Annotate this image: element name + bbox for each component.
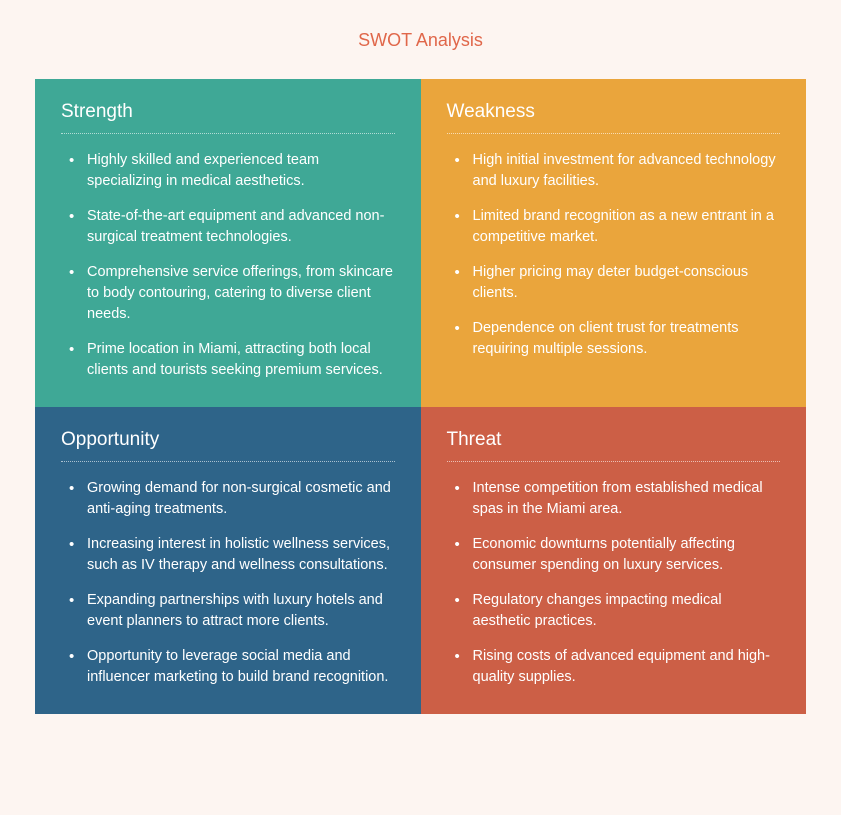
opportunity-heading: Opportunity bbox=[61, 429, 395, 462]
strength-list: Highly skilled and experienced team spec… bbox=[61, 150, 395, 381]
list-item: Rising costs of advanced equipment and h… bbox=[455, 646, 781, 688]
list-item: Opportunity to leverage social media and… bbox=[69, 646, 395, 688]
list-item: High initial investment for advanced tec… bbox=[455, 150, 781, 192]
list-item: Prime location in Miami, attracting both… bbox=[69, 339, 395, 381]
list-item: Limited brand recognition as a new entra… bbox=[455, 206, 781, 248]
threat-list: Intense competition from established med… bbox=[447, 478, 781, 688]
weakness-heading: Weakness bbox=[447, 101, 781, 134]
list-item: Expanding partnerships with luxury hotel… bbox=[69, 590, 395, 632]
list-item: Dependence on client trust for treatment… bbox=[455, 318, 781, 360]
list-item: Regulatory changes impacting medical aes… bbox=[455, 590, 781, 632]
opportunity-list: Growing demand for non-surgical cosmetic… bbox=[61, 478, 395, 688]
threat-heading: Threat bbox=[447, 429, 781, 462]
list-item: State-of-the-art equipment and advanced … bbox=[69, 206, 395, 248]
quadrant-strength: Strength Highly skilled and experienced … bbox=[35, 79, 421, 407]
quadrant-weakness: Weakness High initial investment for adv… bbox=[421, 79, 807, 407]
list-item: Economic downturns potentially affecting… bbox=[455, 534, 781, 576]
list-item: Comprehensive service offerings, from sk… bbox=[69, 262, 395, 325]
quadrant-threat: Threat Intense competition from establis… bbox=[421, 407, 807, 714]
list-item: Growing demand for non-surgical cosmetic… bbox=[69, 478, 395, 520]
strength-heading: Strength bbox=[61, 101, 395, 134]
weakness-list: High initial investment for advanced tec… bbox=[447, 150, 781, 360]
list-item: Increasing interest in holistic wellness… bbox=[69, 534, 395, 576]
list-item: Intense competition from established med… bbox=[455, 478, 781, 520]
list-item: Higher pricing may deter budget-consciou… bbox=[455, 262, 781, 304]
quadrant-opportunity: Opportunity Growing demand for non-surgi… bbox=[35, 407, 421, 714]
page-title: SWOT Analysis bbox=[35, 30, 806, 51]
list-item: Highly skilled and experienced team spec… bbox=[69, 150, 395, 192]
swot-grid: Strength Highly skilled and experienced … bbox=[35, 79, 806, 714]
